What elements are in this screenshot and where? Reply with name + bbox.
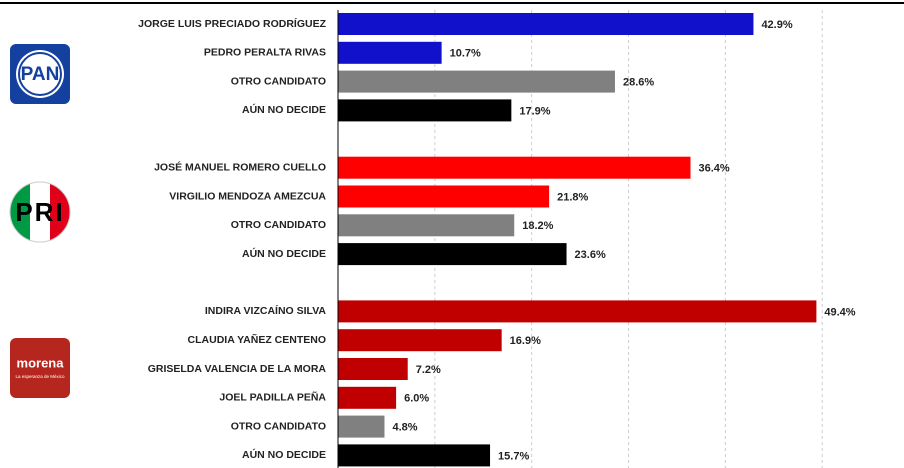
bar — [338, 243, 567, 266]
bar — [338, 329, 502, 352]
bar — [338, 300, 817, 323]
category-label: PEDRO PERALTA RIVAS — [204, 47, 326, 59]
bar — [338, 156, 691, 179]
category-label: AÚN NO DECIDE — [242, 103, 326, 116]
pri-logo-text: PRI — [15, 197, 64, 227]
bar — [338, 41, 442, 64]
bar — [338, 415, 385, 438]
pan-logo-ring — [18, 52, 62, 96]
value-label: 36.4% — [699, 163, 730, 175]
value-label: 49.4% — [824, 306, 855, 318]
pri-ring — [9, 181, 71, 243]
value-label: 23.6% — [575, 249, 606, 261]
value-label: 6.0% — [404, 393, 429, 405]
value-label: 10.7% — [450, 48, 481, 60]
bar — [338, 386, 397, 409]
value-label: 15.7% — [498, 450, 529, 462]
value-label: 42.9% — [761, 19, 792, 31]
category-label: AÚN NO DECIDE — [242, 247, 326, 260]
morena-logo: morena La esperanza de México — [10, 338, 70, 398]
value-label: 17.9% — [519, 105, 550, 117]
pri-red — [50, 182, 70, 242]
bar — [338, 358, 408, 380]
pan-logo: PAN — [10, 44, 70, 104]
bar — [338, 185, 550, 208]
category-label: INDIRA VIZCAÍNO SILVA — [205, 304, 327, 317]
category-label: JOSÉ MANUEL ROMERO CUELLO — [154, 160, 326, 173]
pri-green — [10, 182, 30, 242]
value-label: 7.2% — [416, 364, 441, 376]
category-label: CLAUDIA YAÑEZ CENTENO — [188, 333, 326, 346]
value-label: 18.2% — [522, 220, 553, 232]
morena-logo-text: morena — [17, 355, 65, 370]
value-label: 4.8% — [392, 422, 417, 434]
bar — [338, 444, 491, 467]
bar — [338, 13, 754, 35]
category-label: OTRO CANDIDATO — [231, 75, 326, 87]
category-label: AÚN NO DECIDE — [242, 448, 326, 461]
morena-logo-bg — [10, 338, 70, 398]
pan-logo-text: PAN — [21, 64, 60, 85]
value-label: 16.9% — [510, 335, 541, 347]
value-label: 28.6% — [623, 77, 654, 89]
category-label: VIRGILIO MENDOZA AMEZCUA — [169, 190, 326, 202]
bar — [338, 70, 615, 93]
value-label: 21.8% — [557, 191, 588, 203]
category-label: OTRO CANDIDATO — [231, 420, 326, 432]
category-label: GRISELDA VALENCIA DE LA MORA — [148, 363, 327, 375]
category-label: JOEL PADILLA PEÑA — [219, 391, 326, 404]
morena-logo-subtitle: La esperanza de México — [15, 374, 65, 379]
pan-logo-circle — [16, 50, 64, 98]
category-label: OTRO CANDIDATO — [231, 219, 326, 231]
pri-logo: PRI — [9, 181, 71, 243]
category-label: JORGE LUIS PRECIADO RODRÍGUEZ — [138, 17, 326, 30]
bar — [338, 99, 512, 122]
pri-white — [30, 182, 50, 242]
bar — [338, 214, 515, 237]
